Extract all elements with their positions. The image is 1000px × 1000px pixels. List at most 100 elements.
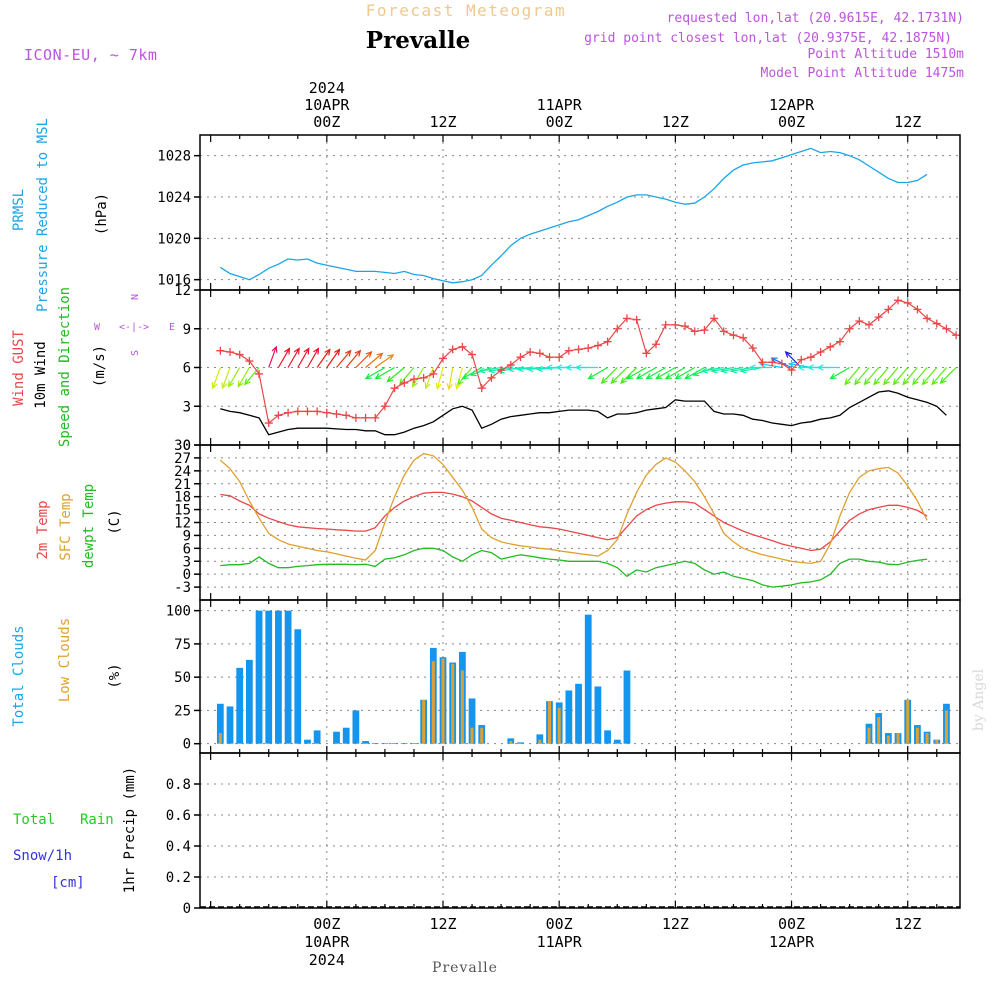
point-altitude: Point Altitude 1510m	[807, 47, 964, 62]
total-cloud-bar	[255, 610, 263, 744]
wind-dir-arrow	[387, 367, 405, 383]
bottom-axis-label: 12Z	[894, 915, 921, 933]
wind-dir-arrowhead	[787, 361, 796, 368]
wind-dir-arrowhead	[376, 352, 384, 360]
total-cloud-bar	[245, 659, 253, 744]
wind-panel: 0 3 6 9 12	[174, 283, 961, 454]
wind-dir-arrow	[345, 350, 361, 368]
wind-gust-marker	[564, 346, 573, 355]
y-tick-label: 3	[183, 554, 191, 570]
wind-dir-arrow	[675, 366, 696, 380]
wind-dir-arrow	[297, 348, 310, 368]
low-cloud-bar	[422, 699, 426, 744]
wind-gust-marker	[864, 320, 873, 329]
wind-dir-arrowhead	[284, 347, 291, 355]
wind-dir-arrow	[830, 366, 850, 380]
wind-dir-arrow	[610, 367, 628, 384]
temperature-labels: 2m Temp SFC Temp dewpt Temp (C)	[35, 484, 123, 568]
wind-dir-arrowhead	[626, 373, 634, 380]
wind-gust-marker	[903, 298, 912, 307]
location-title: Prevalle	[366, 27, 470, 54]
wind-dir-arrow	[731, 366, 753, 372]
wind-dir-arrowhead	[478, 367, 486, 374]
wind-gust-marker	[555, 353, 564, 362]
wind-10m-label: 10m Wind	[33, 341, 49, 408]
wind-gust-marker	[923, 314, 932, 323]
wind-dir-arrowhead	[535, 365, 544, 373]
wind-dir-arrowhead	[244, 378, 251, 386]
wind-speed-line	[220, 390, 947, 436]
wind-gust-marker	[429, 369, 438, 378]
wind-dir-arrow	[375, 366, 395, 380]
total-cloud-bar	[265, 610, 273, 744]
wind-dir-arrowhead	[469, 370, 477, 377]
wind-dir-arrowhead	[883, 378, 890, 386]
wind-gust-marker	[390, 384, 399, 393]
wind-dir-arrow	[760, 363, 782, 369]
wind-gust-marker	[603, 337, 612, 346]
wind-dir-arrowhead	[293, 347, 300, 355]
total-cloud-bar	[410, 743, 418, 744]
wind-gust-marker	[371, 413, 380, 422]
model-altitude: Model Point Altitude 1475m	[761, 66, 965, 81]
wind-gust-marker	[361, 413, 370, 422]
top-axis-label: 12Z	[662, 113, 689, 131]
y-tick-label: 0	[183, 438, 191, 454]
wind-dir-arrow	[864, 367, 880, 385]
wind-dir-arrow	[448, 367, 454, 390]
wind-gust-marker	[806, 353, 815, 362]
wind-dir-arrowhead	[374, 373, 382, 380]
wind-dir-arrowhead	[635, 373, 643, 380]
wind-dir-label: Speed and Direction	[57, 287, 73, 447]
wind-dir-arrow	[789, 363, 812, 369]
y-tick-label: 6	[183, 541, 191, 557]
low-cloud-bar	[906, 699, 910, 744]
low-cloud-bar	[557, 707, 561, 744]
wind-dir-arrowhead	[574, 364, 582, 371]
total-cloud-bar	[333, 731, 340, 744]
wind-gust-marker	[642, 349, 651, 358]
grid-point-coords: grid point closest lon,lat (20.9375E, 42…	[584, 31, 952, 46]
wind-gust-marker	[497, 366, 506, 375]
total-cloud-bar	[275, 610, 282, 744]
wind-gust-marker	[342, 411, 351, 420]
wind-gust-marker	[313, 407, 322, 416]
wind-gust-marker	[303, 407, 312, 416]
total-cloud-bar	[352, 710, 360, 744]
wind-gust-marker	[739, 333, 748, 342]
top-axis-label: 12APR	[769, 96, 815, 114]
wind-dir-arrowhead	[892, 378, 900, 386]
wind-gust-marker	[439, 354, 448, 363]
total-cloud-bar	[400, 743, 408, 744]
wind-gust-marker	[681, 322, 690, 331]
low-cloud-bar	[915, 727, 919, 744]
wind-dir-arrowhead	[454, 382, 462, 391]
compass-e: E	[169, 322, 175, 333]
wind-dir-arrowhead	[902, 378, 909, 386]
precip-labels: Total Rain Snow/1h [cm] 1hr Precip (mm)	[13, 767, 138, 893]
wind-gust-marker	[448, 345, 457, 354]
wind-gust-marker	[487, 373, 496, 382]
panel-frame	[199, 752, 961, 909]
wind-gust-marker	[255, 369, 264, 378]
wind-labels: Wind GUST 10m Wind Speed and Direction (…	[11, 287, 175, 447]
low-cloud-bar	[877, 717, 881, 744]
bottom-axis-label: 2024	[309, 951, 345, 969]
bottom-axis-label: 12Z	[429, 915, 456, 933]
top-axis-label: 10APR	[304, 96, 350, 114]
wind-gust-marker	[622, 314, 631, 323]
wind-dir-arrowhead	[806, 364, 814, 371]
wind-gust-marker	[816, 348, 825, 356]
compass-n: N	[130, 294, 141, 300]
low-cloud-bar	[470, 727, 474, 744]
top-axis-label: 00Z	[778, 113, 805, 131]
wind-dir-arrowhead	[446, 383, 453, 391]
wind-dir-arrowhead	[344, 349, 352, 357]
total-cloud-bar	[304, 739, 311, 744]
wind-gust-marker	[632, 315, 641, 324]
wind-gust-marker	[332, 410, 341, 418]
wind-dir-arrow	[922, 367, 938, 385]
wind-dir-arrowhead	[365, 350, 373, 358]
wind-gust-marker	[545, 353, 554, 362]
